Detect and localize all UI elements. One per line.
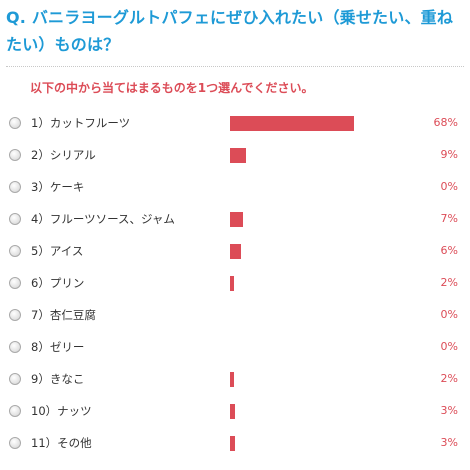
result-bar-track — [230, 340, 414, 355]
radio-button[interactable] — [9, 373, 21, 385]
option-label: 7）杏仁豆腐 — [31, 308, 96, 322]
option-percent: 9% — [440, 148, 458, 161]
poll-option[interactable]: 5）アイス 6% — [0, 236, 470, 268]
radio-button[interactable] — [9, 213, 21, 225]
poll-option[interactable]: 6）プリン 2% — [0, 268, 470, 300]
radio-button[interactable] — [9, 245, 21, 257]
option-label: 5）アイス — [31, 244, 84, 258]
option-percent: 6% — [440, 244, 458, 257]
result-bar-track — [230, 116, 414, 131]
radio-button[interactable] — [9, 437, 21, 449]
radio-button[interactable] — [9, 341, 21, 353]
poll-option[interactable]: 11）その他 3% — [0, 428, 470, 460]
result-bar-track — [230, 404, 414, 419]
option-percent: 3% — [440, 436, 458, 449]
option-label: 9）きなこ — [31, 372, 85, 386]
result-bar — [230, 148, 246, 163]
radio-button[interactable] — [9, 149, 21, 161]
divider — [6, 66, 464, 67]
result-bar-track — [230, 244, 414, 259]
question-title: Q. バニラヨーグルトパフェにぜひ入れたい（乗せたい、重ねたい）ものは？ — [6, 8, 454, 54]
option-label: 10）ナッツ — [31, 404, 92, 418]
result-bar-track — [230, 308, 414, 323]
result-bar-track — [230, 436, 414, 451]
option-percent: 0% — [440, 308, 458, 321]
poll-option[interactable]: 3）ケーキ 0% — [0, 172, 470, 204]
result-bar-track — [230, 148, 414, 163]
option-label: 6）プリン — [31, 276, 85, 290]
option-label: 1）カットフルーツ — [31, 116, 131, 130]
option-label: 8）ゼリー — [31, 340, 85, 354]
radio-button[interactable] — [9, 117, 21, 129]
radio-button[interactable] — [9, 277, 21, 289]
result-bar — [230, 276, 234, 291]
result-bar — [230, 244, 241, 259]
poll-option[interactable]: 10）ナッツ 3% — [0, 396, 470, 428]
radio-button[interactable] — [9, 405, 21, 417]
result-bar-track — [230, 212, 414, 227]
result-bar — [230, 116, 354, 131]
poll-option[interactable]: 7）杏仁豆腐 0% — [0, 300, 470, 332]
poll-options-list: 1）カットフルーツ 68% 2）シリアル 9% 3）ケーキ 0% 4）フルーツソ… — [0, 108, 470, 460]
result-bar — [230, 404, 235, 419]
instruction-text: 以下の中から当てはまるものを1つ選んでください。 — [30, 81, 314, 95]
radio-button[interactable] — [9, 309, 21, 321]
result-bar — [230, 436, 235, 451]
option-label: 3）ケーキ — [31, 180, 85, 194]
radio-button[interactable] — [9, 181, 21, 193]
option-percent: 2% — [440, 372, 458, 385]
option-label: 11）その他 — [31, 436, 92, 450]
option-percent: 68% — [433, 116, 458, 129]
option-percent: 7% — [440, 212, 458, 225]
option-label: 2）シリアル — [31, 148, 96, 162]
option-percent: 3% — [440, 404, 458, 417]
result-bar-track — [230, 180, 414, 195]
option-percent: 0% — [440, 340, 458, 353]
poll-option[interactable]: 1）カットフルーツ 68% — [0, 108, 470, 140]
result-bar — [230, 212, 243, 227]
result-bar-track — [230, 372, 414, 387]
result-bar — [230, 372, 234, 387]
option-label: 4）フルーツソース、ジャム — [31, 212, 175, 226]
option-percent: 2% — [440, 276, 458, 289]
poll-option[interactable]: 9）きなこ 2% — [0, 364, 470, 396]
poll-option[interactable]: 8）ゼリー 0% — [0, 332, 470, 364]
poll-option[interactable]: 4）フルーツソース、ジャム 7% — [0, 204, 470, 236]
option-percent: 0% — [440, 180, 458, 193]
result-bar-track — [230, 276, 414, 291]
poll-option[interactable]: 2）シリアル 9% — [0, 140, 470, 172]
